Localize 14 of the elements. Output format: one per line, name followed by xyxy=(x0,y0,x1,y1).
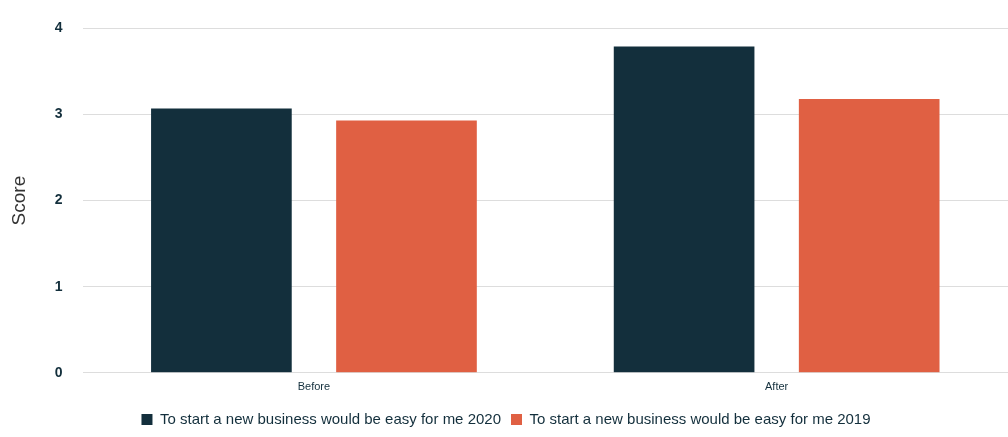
y-tick-label: 0 xyxy=(54,363,63,380)
legend-label: To start a new business would be easy for me 2019 xyxy=(529,409,871,427)
y-tick-label: 4 xyxy=(54,19,63,36)
bar xyxy=(151,108,292,373)
y-tick-label: 3 xyxy=(54,105,63,122)
y-axis-title: Score xyxy=(7,175,29,226)
y-tick-label: 2 xyxy=(54,191,63,208)
y-tick-label: 1 xyxy=(54,277,63,294)
bar xyxy=(798,99,940,373)
legend-label: To start a new business would be easy for me 2020 xyxy=(159,409,502,427)
x-tick-label: After xyxy=(765,380,789,393)
bar xyxy=(613,46,755,373)
x-tick-label: Before xyxy=(297,380,331,393)
bar xyxy=(336,120,477,373)
